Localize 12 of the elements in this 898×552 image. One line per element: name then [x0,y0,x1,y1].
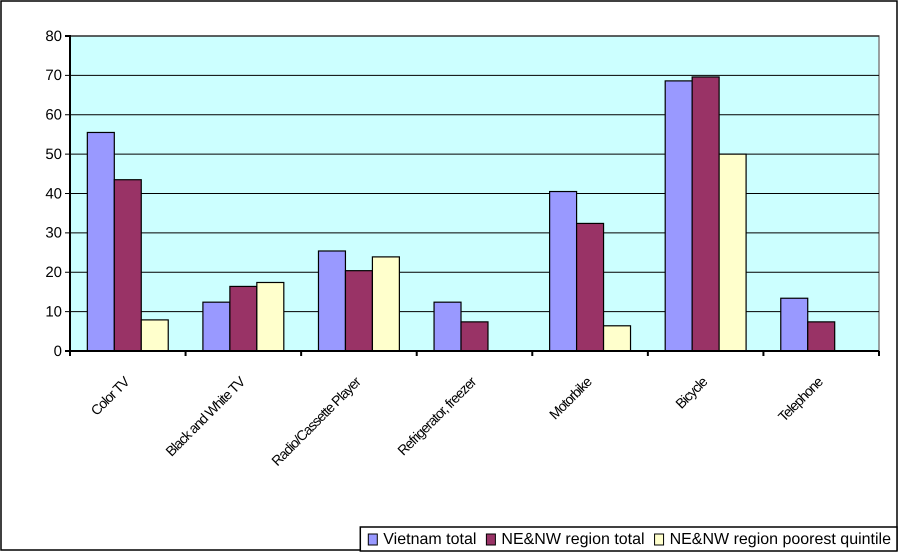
legend-label: Vietnam total [383,531,476,548]
y-tick-label: 50 [45,146,62,163]
y-tick-label: 40 [45,185,62,202]
legend-label: NE&NW region total [501,531,645,548]
y-tick-label: 80 [45,28,62,45]
y-tick-label: 20 [45,264,62,282]
y-tick-label: 0 [54,342,62,360]
legend-label: NE&NW region poorest quintile [670,531,892,548]
y-tick-label: 70 [45,67,62,84]
y-tick-label: 30 [45,224,62,242]
y-tick-label: 10 [45,303,62,320]
y-tick-label: 60 [45,106,62,124]
